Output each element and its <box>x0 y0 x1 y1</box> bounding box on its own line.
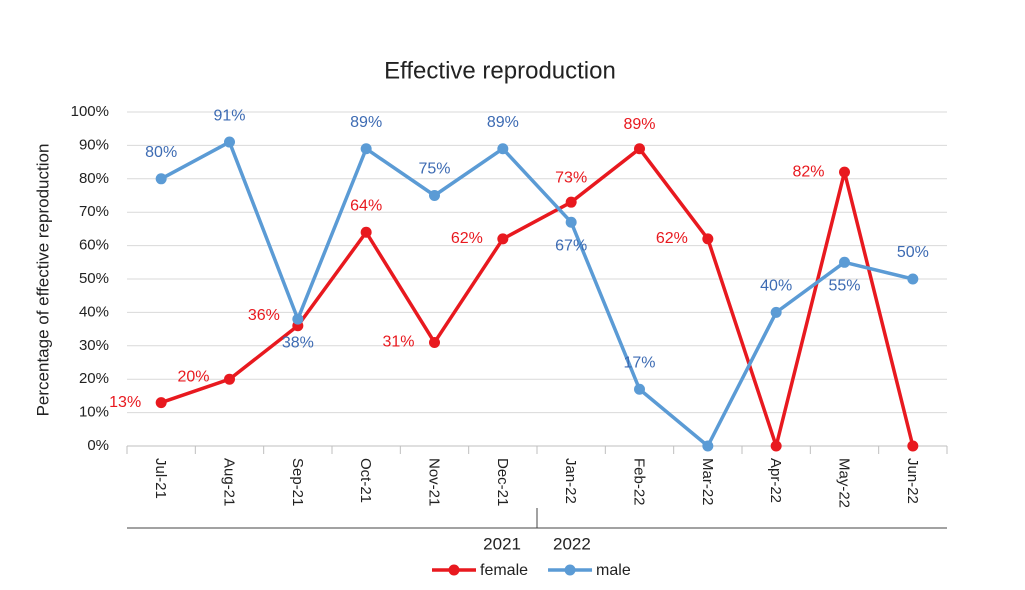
y-tick-label: 90% <box>79 136 109 153</box>
y-tick-label: 0% <box>87 437 109 454</box>
y-tick-label: 20% <box>79 370 109 387</box>
data-label: 67% <box>555 237 587 254</box>
x-tick-label: Aug-21 <box>221 458 238 506</box>
data-label: 50% <box>897 244 929 261</box>
data-point <box>292 313 304 325</box>
x-tick-label: Nov-21 <box>426 458 443 506</box>
data-point <box>702 440 714 452</box>
data-point <box>497 233 509 245</box>
data-point <box>155 397 167 409</box>
x-tick-label: Oct-21 <box>357 458 374 503</box>
legend-marker <box>448 564 460 576</box>
data-point <box>497 143 509 155</box>
x-tick-label: Jan-22 <box>562 458 579 504</box>
data-label: 38% <box>282 334 314 351</box>
data-label: 80% <box>145 144 177 161</box>
data-label: 89% <box>623 116 655 133</box>
data-label: 17% <box>623 354 655 371</box>
data-point <box>907 273 919 285</box>
data-label: 40% <box>760 278 792 295</box>
data-label: 73% <box>555 169 587 186</box>
y-tick-label: 10% <box>79 404 109 421</box>
data-point <box>839 256 850 268</box>
data-label: 89% <box>350 114 382 131</box>
data-point <box>360 143 372 155</box>
chart-title: Effective reproduction <box>384 57 616 84</box>
data-point <box>839 166 850 178</box>
data-label: 91% <box>213 107 245 124</box>
data-point <box>565 196 577 208</box>
y-tick-label: 60% <box>79 237 109 254</box>
data-point <box>429 190 440 201</box>
x-tick-label: Mar-22 <box>699 458 716 506</box>
data-point <box>155 173 167 185</box>
x-tick-label: Apr-22 <box>767 458 784 503</box>
data-label: 36% <box>248 307 280 324</box>
data-label: 64% <box>350 197 382 214</box>
y-tick-label: 50% <box>79 270 109 287</box>
y-tick-label: 80% <box>79 170 109 187</box>
data-point <box>634 383 645 395</box>
data-point <box>565 216 577 228</box>
data-point <box>429 336 440 348</box>
data-point <box>907 440 919 452</box>
data-label: 62% <box>451 230 483 247</box>
series-line <box>160 146 915 448</box>
data-point <box>224 136 235 148</box>
data-point <box>634 143 645 155</box>
group-label: 2021 <box>483 534 521 553</box>
x-tick-label: May-22 <box>836 458 853 508</box>
data-label: 31% <box>382 334 414 351</box>
data-label: 75% <box>418 161 450 178</box>
y-axis-label: Percentage of effective reproduction <box>33 144 52 417</box>
data-point <box>702 233 714 245</box>
legend-label: female <box>480 562 528 579</box>
group-label: 2022 <box>553 534 591 553</box>
data-label: 89% <box>487 114 519 131</box>
data-label: 20% <box>177 368 209 385</box>
x-tick-label: Jul-21 <box>152 458 169 499</box>
x-tick-label: Feb-22 <box>631 458 648 506</box>
legend-marker <box>564 564 576 576</box>
legend-label: male <box>596 562 631 579</box>
data-point <box>770 440 782 452</box>
data-point <box>770 306 782 318</box>
data-label: 13% <box>109 394 141 411</box>
y-tick-label: 40% <box>79 303 109 320</box>
data-label: 82% <box>792 163 824 180</box>
y-tick-label: 70% <box>79 203 109 220</box>
x-tick-label: Dec-21 <box>494 458 511 506</box>
data-point <box>224 373 235 385</box>
y-tick-label: 100% <box>71 103 109 120</box>
data-point <box>360 226 372 238</box>
x-tick-label: Jun-22 <box>904 458 921 504</box>
data-label: 55% <box>828 278 860 295</box>
data-label: 62% <box>656 230 688 247</box>
y-tick-label: 30% <box>79 337 109 354</box>
series-line <box>160 140 914 448</box>
x-tick-label: Sep-21 <box>289 458 306 506</box>
